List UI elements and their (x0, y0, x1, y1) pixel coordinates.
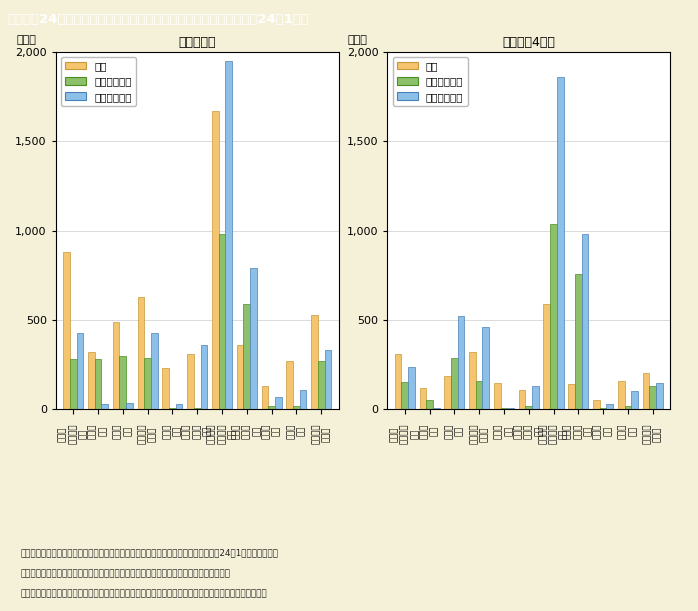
Bar (268, 406, 275, 409)
Text: 保安の
職業: 保安の 職業 (494, 423, 514, 439)
Bar (77, 332, 83, 409)
Text: 生産工程
・労務の
職業: 生産工程 ・労務の 職業 (207, 423, 237, 444)
Bar (458, 316, 464, 409)
Bar (275, 397, 281, 409)
Bar (176, 404, 182, 409)
Bar (250, 268, 257, 409)
Bar (649, 386, 656, 409)
Bar (544, 304, 550, 409)
Bar (607, 404, 613, 409)
Text: （備考）　１．厚生労働省「被災３県の現在の雇用状況（月次）（男女別）」（平成24年1月）より作成。: （備考） １．厚生労働省「被災３県の現在の雇用状況（月次）（男女別）」（平成24… (21, 549, 279, 558)
Bar (262, 386, 268, 409)
Title: 【気仙氧4所】: 【気仙氧4所】 (503, 37, 555, 49)
Bar (293, 406, 299, 409)
Bar (394, 354, 401, 409)
Bar (575, 274, 581, 409)
Text: 土木の
職業: 土木の 職業 (287, 423, 306, 439)
Bar (311, 315, 318, 409)
Bar (225, 61, 232, 409)
Bar (526, 406, 532, 409)
Text: 専門的
・技術的
職業: 専門的 ・技術的 職業 (390, 423, 419, 444)
Bar (144, 357, 151, 409)
Bar (194, 408, 200, 409)
Bar (70, 359, 77, 409)
Text: サービス
の職業: サービス の職業 (138, 423, 157, 444)
Bar (631, 392, 638, 409)
Text: 第１特－24図　ハローワーク別の有効求人数・有効求職者数（平成24年1月）: 第１特－24図 ハローワーク別の有効求人数・有効求職者数（平成24年1月） (7, 13, 309, 26)
Bar (408, 367, 415, 409)
Text: 専門的
・技術的
職業: 専門的 ・技術的 職業 (59, 423, 88, 444)
Bar (299, 390, 306, 409)
Bar (494, 382, 500, 409)
Bar (419, 388, 426, 409)
Legend: 求人, 求職（女性）, 求職（男性）: 求人, 求職（女性）, 求職（男性） (392, 57, 468, 106)
Bar (532, 386, 539, 409)
Text: 食料品
製造の
職業: 食料品 製造の 職業 (563, 423, 593, 439)
Bar (519, 390, 526, 409)
Bar (244, 304, 250, 409)
Bar (469, 352, 476, 409)
Text: ３．「福祉関連の職業」は，他の職業区分の中から，「福祉関連」の職業を足し上げたもの。: ３．「福祉関連の職業」は，他の職業区分の中から，「福祉関連」の職業を足し上げたも… (21, 589, 267, 598)
Text: 建設の
職業: 建設の 職業 (593, 423, 613, 439)
Text: （人）: （人） (16, 35, 36, 45)
Bar (151, 332, 158, 409)
Text: 運輸・
通信の
職業: 運輸・ 通信の 職業 (182, 423, 212, 439)
Bar (138, 297, 144, 409)
Text: 食料品
製造の
職業: 食料品 製造の 職業 (232, 423, 262, 439)
Title: 【石巻所】: 【石巻所】 (179, 37, 216, 49)
Bar (476, 381, 482, 409)
Text: 土木の
職業: 土木の 職業 (618, 423, 638, 439)
Bar (445, 376, 451, 409)
Bar (325, 350, 332, 409)
Bar (451, 357, 458, 409)
Bar (593, 400, 600, 409)
Text: 事務的
職業: 事務的 職業 (419, 423, 439, 439)
Bar (643, 373, 649, 409)
Text: 福祉関連
の職業: 福祉関連 の職業 (643, 423, 662, 444)
Bar (95, 359, 101, 409)
Text: サービス
の職業: サービス の職業 (470, 423, 489, 444)
Bar (119, 356, 126, 409)
Bar (401, 382, 408, 409)
Text: 事務的
職業: 事務的 職業 (88, 423, 107, 439)
Bar (126, 403, 133, 409)
Bar (212, 111, 218, 409)
Bar (550, 224, 557, 409)
Bar (237, 345, 244, 409)
Text: 福祉関連
の職業: 福祉関連 の職業 (311, 423, 331, 444)
Text: 販売の
職業: 販売の 職業 (113, 423, 133, 439)
Text: （人）: （人） (348, 35, 368, 45)
Bar (568, 384, 575, 409)
Bar (500, 408, 507, 409)
Bar (625, 406, 631, 409)
Bar (600, 408, 607, 409)
Text: 生産工程
・労務の
職業: 生産工程 ・労務の 職業 (539, 423, 568, 444)
Bar (218, 234, 225, 409)
Bar (113, 322, 119, 409)
Bar (101, 404, 108, 409)
Text: ２．求人申込書における「性別」欄はないため，有効求人数の男女別はない。: ２．求人申込書における「性別」欄はないため，有効求人数の男女別はない。 (21, 569, 230, 578)
Legend: 求人, 求職（女性）, 求職（男性）: 求人, 求職（女性）, 求職（男性） (61, 57, 136, 106)
Bar (426, 400, 433, 409)
Bar (286, 361, 293, 409)
Bar (187, 354, 194, 409)
Bar (557, 77, 563, 409)
Bar (656, 384, 663, 409)
Text: 保安の
職業: 保安の 職業 (163, 423, 182, 439)
Bar (318, 361, 325, 409)
Bar (482, 327, 489, 409)
Bar (63, 252, 70, 409)
Text: 販売の
職業: 販売の 職業 (445, 423, 464, 439)
Bar (163, 368, 169, 409)
Bar (200, 345, 207, 409)
Bar (88, 352, 95, 409)
Bar (581, 234, 588, 409)
Text: 運輸・
通信の
職業: 運輸・ 通信の 職業 (514, 423, 544, 439)
Bar (618, 381, 625, 409)
Text: 建設の
職業: 建設の 職業 (262, 423, 281, 439)
